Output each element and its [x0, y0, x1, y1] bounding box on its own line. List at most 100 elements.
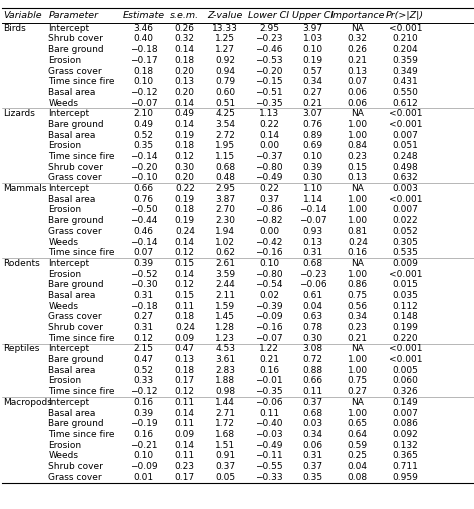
Text: 1.00: 1.00: [348, 131, 368, 139]
Text: 1.00: 1.00: [348, 366, 368, 375]
Text: 3.97: 3.97: [303, 24, 323, 33]
Text: 0.005: 0.005: [392, 366, 418, 375]
Text: 0.23: 0.23: [348, 323, 368, 332]
Text: −0.54: −0.54: [255, 280, 283, 289]
Text: Weeds: Weeds: [48, 451, 78, 460]
Text: Time since fire: Time since fire: [48, 387, 115, 396]
Text: 0.305: 0.305: [392, 238, 418, 246]
Text: 0.007: 0.007: [392, 131, 418, 139]
Text: 0.16: 0.16: [133, 398, 154, 407]
Text: NA: NA: [351, 398, 365, 407]
Text: 0.11: 0.11: [175, 398, 195, 407]
Text: −0.33: −0.33: [255, 473, 283, 482]
Text: 0.035: 0.035: [392, 291, 418, 300]
Text: 0.60: 0.60: [215, 88, 235, 97]
Text: 0.02: 0.02: [259, 291, 279, 300]
Text: NA: NA: [351, 24, 365, 33]
Text: <0.001: <0.001: [389, 345, 422, 353]
Text: 1.00: 1.00: [348, 120, 368, 129]
Text: 0.13: 0.13: [175, 77, 195, 86]
Text: 0.015: 0.015: [392, 280, 418, 289]
Text: Basal area: Basal area: [48, 409, 96, 417]
Text: 0.612: 0.612: [392, 99, 418, 107]
Text: 0.12: 0.12: [133, 334, 154, 343]
Text: 1.22: 1.22: [259, 345, 279, 353]
Text: 0.76: 0.76: [303, 120, 323, 129]
Text: 0.48: 0.48: [215, 174, 235, 182]
Text: 0.18: 0.18: [133, 67, 154, 75]
Text: 0.19: 0.19: [175, 195, 195, 204]
Text: 0.27: 0.27: [133, 313, 154, 321]
Text: Shrub cover: Shrub cover: [48, 35, 103, 43]
Text: −0.03: −0.03: [255, 430, 283, 439]
Text: Intercept: Intercept: [48, 184, 90, 193]
Text: Erosion: Erosion: [48, 206, 82, 214]
Text: 0.210: 0.210: [392, 35, 418, 43]
Text: 0.23: 0.23: [348, 152, 368, 161]
Text: 0.31: 0.31: [303, 451, 323, 460]
Text: −0.14: −0.14: [299, 206, 327, 214]
Text: 0.022: 0.022: [392, 216, 418, 225]
Text: Erosion: Erosion: [48, 270, 82, 278]
Text: 0.18: 0.18: [175, 56, 195, 65]
Text: 0.21: 0.21: [348, 56, 368, 65]
Text: 0.550: 0.550: [392, 88, 418, 97]
Text: Z-value: Z-value: [208, 11, 243, 20]
Text: 0.060: 0.060: [392, 377, 418, 385]
Text: −0.49: −0.49: [255, 174, 283, 182]
Text: 0.24: 0.24: [348, 238, 368, 246]
Text: Variable: Variable: [3, 11, 42, 20]
Text: 0.13: 0.13: [348, 174, 368, 182]
Text: 0.17: 0.17: [175, 377, 195, 385]
Text: 1.88: 1.88: [215, 377, 235, 385]
Text: Grass cover: Grass cover: [48, 227, 102, 236]
Text: 0.37: 0.37: [303, 398, 323, 407]
Text: 0.47: 0.47: [133, 355, 154, 364]
Text: −0.07: −0.07: [255, 334, 283, 343]
Text: 0.19: 0.19: [303, 56, 323, 65]
Text: 0.11: 0.11: [259, 409, 279, 417]
Text: Shrub cover: Shrub cover: [48, 462, 103, 471]
Text: 1.27: 1.27: [215, 45, 235, 54]
Text: 0.11: 0.11: [303, 387, 323, 396]
Text: <0.001: <0.001: [389, 109, 422, 118]
Text: 3.87: 3.87: [215, 195, 235, 204]
Text: NA: NA: [351, 345, 365, 353]
Text: Basal area: Basal area: [48, 195, 96, 204]
Text: −0.18: −0.18: [129, 302, 157, 310]
Text: 2.30: 2.30: [215, 216, 235, 225]
Text: 1.00: 1.00: [348, 409, 368, 417]
Text: 0.68: 0.68: [303, 259, 323, 268]
Text: 0.24: 0.24: [175, 323, 195, 332]
Text: 0.75: 0.75: [348, 291, 368, 300]
Text: <0.001: <0.001: [389, 355, 422, 364]
Text: 0.27: 0.27: [348, 387, 368, 396]
Text: 0.93: 0.93: [303, 227, 323, 236]
Text: 0.30: 0.30: [303, 334, 323, 343]
Text: 0.66: 0.66: [133, 184, 154, 193]
Text: 1.28: 1.28: [215, 323, 235, 332]
Text: 0.11: 0.11: [175, 419, 195, 428]
Text: −0.49: −0.49: [255, 441, 283, 449]
Text: 0.07: 0.07: [348, 77, 368, 86]
Text: 1.00: 1.00: [348, 206, 368, 214]
Text: Basal area: Basal area: [48, 131, 96, 139]
Text: −0.12: −0.12: [129, 387, 157, 396]
Text: 0.65: 0.65: [348, 419, 368, 428]
Text: Mammals: Mammals: [3, 184, 47, 193]
Text: 2.95: 2.95: [215, 184, 235, 193]
Text: 0.15: 0.15: [175, 291, 195, 300]
Text: 0.21: 0.21: [348, 334, 368, 343]
Text: Erosion: Erosion: [48, 377, 82, 385]
Text: Time since fire: Time since fire: [48, 248, 115, 257]
Text: 0.18: 0.18: [175, 313, 195, 321]
Text: 0.199: 0.199: [392, 323, 418, 332]
Text: 1.94: 1.94: [215, 227, 235, 236]
Text: Bare ground: Bare ground: [48, 45, 104, 54]
Text: 0.31: 0.31: [133, 291, 154, 300]
Text: 0.632: 0.632: [392, 174, 418, 182]
Text: Upper CI: Upper CI: [292, 11, 333, 20]
Text: −0.30: −0.30: [129, 280, 157, 289]
Text: 0.89: 0.89: [303, 131, 323, 139]
Text: 0.10: 0.10: [303, 45, 323, 54]
